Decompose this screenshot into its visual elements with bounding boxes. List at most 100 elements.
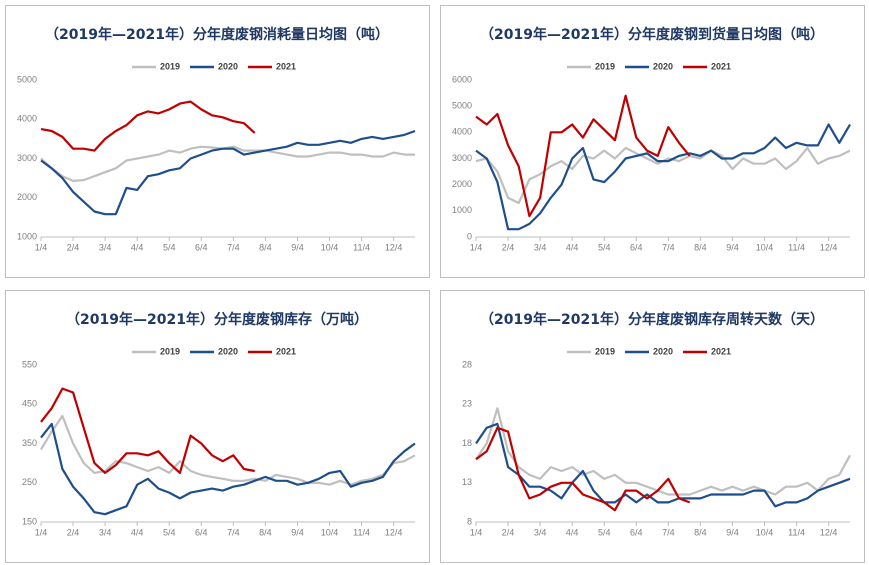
x-tick-label: 10/4 — [321, 527, 339, 537]
x-tick-label: 2/4 — [502, 242, 515, 252]
x-tick-label: 5/4 — [598, 527, 611, 537]
x-tick-label: 3/4 — [534, 527, 547, 537]
panel-border — [440, 5, 865, 278]
x-tick-label: 1/4 — [35, 527, 48, 537]
x-tick-label: 1/4 — [470, 527, 483, 537]
x-tick-label: 9/4 — [726, 527, 739, 537]
legend-label: 2020 — [653, 61, 673, 71]
series-line — [475, 426, 691, 512]
y-tick-label: 4000 — [17, 114, 37, 124]
x-tick-label: 3/4 — [99, 242, 112, 252]
x-tick-label: 6/4 — [630, 242, 643, 252]
x-tick-label: 5/4 — [163, 242, 176, 252]
y-tick-label: 23 — [462, 399, 472, 409]
panel-border — [5, 290, 430, 563]
y-tick-label: 18 — [462, 438, 472, 448]
y-tick-label: 0 — [467, 231, 472, 241]
x-tick-label: 3/4 — [534, 242, 547, 252]
x-tick-label: 2/4 — [67, 527, 80, 537]
x-tick-label: 6/4 — [630, 527, 643, 537]
x-tick-label: 7/4 — [227, 242, 240, 252]
legend-label: 2019 — [595, 61, 615, 71]
x-tick-label: 7/4 — [662, 242, 675, 252]
x-tick-label: 2/4 — [502, 527, 515, 537]
y-tick-label: 1000 — [452, 205, 472, 215]
x-tick-label: 10/4 — [321, 242, 339, 252]
x-tick-label: 11/4 — [788, 527, 805, 537]
y-tick-label: 450 — [22, 399, 37, 409]
x-tick-label: 10/4 — [756, 242, 774, 252]
legend-label: 2021 — [711, 346, 731, 356]
legend-label: 2021 — [711, 61, 731, 71]
series-line — [40, 387, 255, 474]
x-tick-label: 7/4 — [227, 527, 240, 537]
legend-label: 2019 — [160, 346, 180, 356]
y-tick-label: 5000 — [452, 101, 472, 111]
y-tick-label: 3000 — [452, 153, 472, 163]
chart-title: （2019年—2021年）分年度废钢到货量日均图（吨） — [480, 26, 824, 43]
x-tick-label: 10/4 — [756, 527, 774, 537]
y-tick-label: 350 — [22, 438, 37, 448]
x-tick-label: 4/4 — [131, 242, 144, 252]
x-tick-label: 8/4 — [694, 527, 707, 537]
x-tick-label: 4/4 — [131, 527, 144, 537]
y-tick-label: 250 — [22, 477, 37, 487]
x-tick-label: 11/4 — [788, 242, 805, 252]
y-tick-label: 4000 — [452, 127, 472, 137]
x-tick-label: 11/4 — [353, 242, 370, 252]
x-tick-label: 9/4 — [291, 527, 304, 537]
x-tick-label: 12/4 — [820, 527, 838, 537]
series-line — [40, 422, 416, 516]
y-tick-label: 150 — [22, 516, 37, 526]
series-line — [475, 123, 851, 231]
series-line — [40, 100, 256, 152]
y-tick-label: 550 — [22, 359, 37, 369]
legend-label: 2020 — [218, 61, 238, 71]
x-tick-label: 1/4 — [470, 242, 483, 252]
panel-border — [440, 290, 865, 563]
chart-title: （2019年—2021年）分年度废钢库存周转天数（天） — [480, 311, 824, 328]
x-tick-label: 6/4 — [195, 527, 208, 537]
x-tick-label: 11/4 — [353, 527, 370, 537]
chart-title: （2019年—2021年）分年度废钢库存（万吨） — [66, 311, 368, 328]
x-tick-label: 12/4 — [385, 242, 403, 252]
chart-title: （2019年—2021年）分年度废钢消耗量日均图（吨） — [45, 26, 389, 43]
series-line — [475, 422, 851, 508]
y-tick-label: 3000 — [17, 153, 37, 163]
chart-panel: （2019年—2021年）分年度废钢消耗量日均图（吨） 2019 2020 2021 1… — [5, 5, 430, 278]
chart-panel: （2019年—2021年）分年度废钢库存周转天数（天） 2019 2020 2021 8… — [440, 290, 865, 563]
x-tick-label: 9/4 — [291, 242, 304, 252]
x-tick-label: 8/4 — [259, 527, 272, 537]
x-tick-label: 5/4 — [598, 242, 611, 252]
y-tick-label: 28 — [462, 359, 472, 369]
x-tick-label: 2/4 — [67, 242, 80, 252]
x-tick-label: 8/4 — [259, 242, 272, 252]
series-line — [40, 129, 416, 216]
chart-panel: （2019年—2021年）分年度废钢到货量日均图（吨） 2019 2020 2021 0… — [440, 5, 865, 278]
y-tick-label: 1000 — [17, 231, 37, 241]
series-line — [475, 94, 691, 218]
y-tick-label: 13 — [462, 477, 472, 487]
x-tick-label: 7/4 — [662, 527, 675, 537]
legend-label: 2021 — [276, 346, 296, 356]
x-tick-label: 3/4 — [99, 527, 112, 537]
x-tick-label: 12/4 — [385, 527, 403, 537]
legend-label: 2020 — [218, 346, 238, 356]
y-tick-label: 6000 — [452, 74, 472, 84]
panel-border — [5, 5, 430, 278]
series-line — [475, 407, 851, 496]
x-tick-label: 4/4 — [566, 527, 579, 537]
chart-panel: （2019年—2021年）分年度废钢库存（万吨） 2019 2020 2021 150 2… — [5, 290, 430, 563]
legend-label: 2021 — [276, 61, 296, 71]
x-tick-label: 9/4 — [726, 242, 739, 252]
legend-label: 2019 — [160, 61, 180, 71]
x-tick-label: 6/4 — [195, 242, 208, 252]
y-tick-label: 5000 — [17, 74, 37, 84]
x-tick-label: 4/4 — [566, 242, 579, 252]
legend-label: 2020 — [653, 346, 673, 356]
x-tick-label: 12/4 — [820, 242, 838, 252]
x-tick-label: 1/4 — [35, 242, 48, 252]
y-tick-label: 2000 — [17, 192, 37, 202]
x-tick-label: 5/4 — [163, 527, 176, 537]
